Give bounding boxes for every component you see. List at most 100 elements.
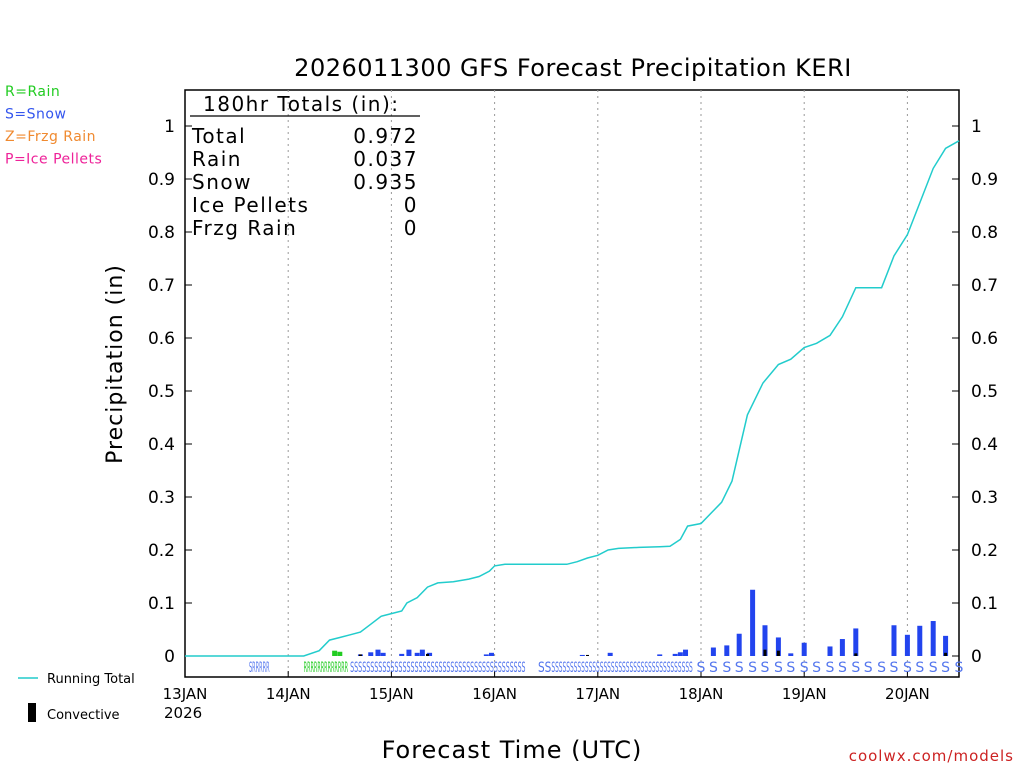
precip-bar (724, 645, 730, 656)
precip-bar (853, 628, 859, 656)
y-axis-ticks: 0 00.1 0.10.2 0.20.3 0.30.4 0.40.5 0.50.6 0.60.… (148, 117, 998, 667)
precip-bar (683, 649, 689, 656)
precip-bars (332, 589, 949, 656)
precip-type-legend: R=Rain S=Snow Z=Frzg Rain P=Ice Pellets (5, 84, 102, 168)
precip-bar (337, 651, 343, 656)
y-tick-label-right: 0 (971, 647, 982, 667)
ptype-marker-span: SSSSSSSSSSSSSSSSSSSSSSSS (431, 660, 526, 676)
precip-bar (380, 652, 386, 656)
precip-bar (399, 653, 405, 656)
precip-bar (414, 652, 420, 656)
ptype-marker: S (851, 660, 860, 676)
ptype-marker-span: RRRRRRRRRRRRR (304, 660, 348, 676)
ptype-marker: S (722, 660, 731, 676)
ptype-marker-span: SSSSSSSSSSSSSSSSSSSSSSSSSSSSSSSSSSSSSS (551, 660, 692, 676)
precip-bar (710, 647, 716, 656)
precip-bar (427, 652, 433, 656)
y-axis-label: Precipitation (in) (103, 264, 128, 464)
x-tick-label: 14JAN (266, 685, 311, 703)
convective-bar (585, 654, 589, 656)
precip-bar (657, 654, 663, 656)
precip-bar (801, 642, 807, 656)
precip-bar (917, 625, 923, 656)
plot-frame (184, 89, 960, 678)
convective-bar (358, 654, 362, 656)
ptype-marker: S (915, 660, 924, 676)
grid-lines (287, 90, 908, 677)
ptype-marker: S (786, 660, 795, 676)
ptype-marker-span: SRRRRR (249, 660, 270, 676)
totals-row-label: Total (191, 124, 246, 148)
precip-bar (672, 653, 678, 656)
ptype-marker: S (890, 660, 899, 676)
x-tick-label: 16JAN (472, 685, 517, 703)
precip-bar (839, 639, 845, 656)
totals-row-label: Snow (192, 170, 252, 194)
x-tick-label: 15JAN (369, 685, 414, 703)
source-credit: coolwx.com/models (849, 747, 1014, 765)
precip-bar (483, 654, 489, 656)
totals-heading: 180hr Totals (in): (203, 92, 400, 116)
precip-bar (762, 625, 768, 656)
y-tick-label-right: 1 (971, 117, 982, 137)
precip-bar (904, 634, 910, 656)
convective-legend-swatch (28, 703, 36, 722)
running-total-legend-label: Running Total (47, 672, 135, 687)
x-tick-label: 18JAN (679, 685, 724, 703)
ptype-marker: S (761, 660, 770, 676)
x-tick-label: 17JAN (575, 685, 620, 703)
totals-row-value: 0.972 (353, 124, 418, 148)
totals-row-label: Ice Pellets (192, 193, 309, 217)
ptype-marker: S (877, 660, 886, 676)
ptype-marker: S (929, 660, 938, 676)
precip-bar (419, 649, 425, 656)
y-tick-label: 0.8 (148, 223, 175, 243)
ptype-markers: SRRRRR RRRRRRRRRRRRR SSSSSSSSSSSSSSSSSSSS S… (249, 660, 964, 676)
precip-bar (375, 649, 381, 656)
y-tick-label: 0.4 (148, 435, 175, 455)
chart-title: 2026011300 GFS Forecast Precipitation KE… (294, 54, 852, 82)
y-tick-label-right: 0.6 (971, 329, 998, 349)
ptype-marker: S (774, 660, 783, 676)
y-tick-label-right: 0.8 (971, 223, 998, 243)
ptype-marker: S (838, 660, 847, 676)
ptype-marker: S (826, 660, 835, 676)
y-tick-label: 0 (164, 647, 175, 667)
precip-bar (827, 646, 833, 656)
ptype-marker-span: SSSSSSSSSSSSSSSSSSSS (350, 660, 431, 676)
type-legend-item: S=Snow (5, 107, 66, 123)
type-legend-item: R=Rain (5, 84, 60, 100)
y-tick-label-right: 0.3 (971, 488, 998, 508)
ptype-marker: S (709, 660, 718, 676)
precip-bar (775, 637, 781, 656)
x-tick-label: 20JAN (885, 685, 930, 703)
x-axis-label: Forecast Time (UTC) (382, 736, 643, 764)
precip-bar (607, 652, 613, 656)
y-tick-label: 0.9 (148, 170, 175, 190)
ptype-marker-span: SS (538, 660, 551, 676)
y-tick-label-right: 0.4 (971, 435, 998, 455)
y-tick-label: 1 (164, 117, 175, 137)
ptype-marker: S (903, 660, 912, 676)
totals-row-value: 0.935 (353, 170, 418, 194)
ptype-marker: S (955, 660, 964, 676)
ptype-marker: S (735, 660, 744, 676)
precip-bar (930, 621, 936, 656)
type-legend-item: P=Ice Pellets (5, 152, 102, 168)
y-tick-label: 0.2 (148, 541, 175, 561)
precip-bar (736, 633, 742, 656)
totals-row-value: 0.037 (353, 147, 418, 171)
precip-bar (332, 650, 338, 656)
convective-bar (763, 649, 767, 656)
precip-bar (891, 625, 897, 656)
ptype-marker: S (864, 660, 873, 676)
ptype-marker: S (800, 660, 809, 676)
y-tick-label: 0.3 (148, 488, 175, 508)
precip-bar (579, 654, 585, 656)
y-tick-label-right: 0.9 (971, 170, 998, 190)
convective-legend-label: Convective (47, 708, 120, 723)
totals-row-label: Rain (192, 147, 242, 171)
convective-bars (358, 649, 948, 656)
precip-bar (788, 653, 794, 656)
